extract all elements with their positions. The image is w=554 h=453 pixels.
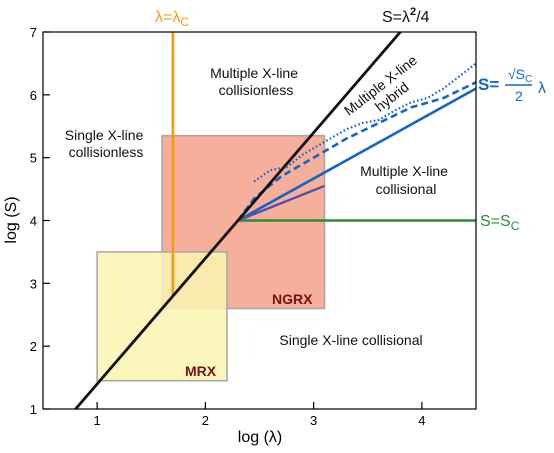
region-multiple-collisional: Multiple X-line collisional (360, 163, 452, 197)
y-tick-label: 1 (30, 402, 37, 417)
x-axis-title: log (λ) (238, 429, 282, 446)
x-tick-label: 3 (310, 413, 317, 428)
axis-ticks: 1 2 3 4 1 2 3 4 5 6 7 (30, 25, 426, 428)
y-tick-label: 5 (30, 151, 37, 166)
svg-text:S=: S= (478, 75, 499, 94)
svg-text:λ: λ (538, 80, 546, 97)
x-tick-label: 4 (418, 413, 425, 428)
y-tick-label: 7 (30, 25, 37, 40)
y-axis-title: log (S) (3, 196, 20, 243)
collisional-purple-line (237, 184, 325, 222)
y-tick-label: 4 (30, 214, 37, 229)
sweet-parker-label: S=λ2/4 (382, 6, 430, 26)
x-tick-label: 1 (94, 413, 101, 428)
x-tick-label: 2 (202, 413, 209, 428)
ngrx-label: NGRX (272, 291, 313, 307)
region-single-collisional: Single X-line collisional (279, 332, 422, 348)
collisional-blue-line (237, 87, 476, 222)
mrx-label: MRX (185, 363, 217, 379)
sc-label: S=SC (480, 213, 520, 233)
region-single-collisionless: Single X-line collisionless (65, 127, 148, 160)
svg-text:√SC: √SC (508, 66, 532, 85)
sweet-parker-line (74, 32, 403, 409)
y-tick-label: 2 (30, 339, 37, 354)
y-tick-label: 6 (30, 88, 37, 103)
svg-text:2: 2 (515, 88, 523, 104)
region-multiple-collisionless: Multiple X-line collisionless (210, 65, 302, 98)
lambda-c-label: λ=λC (155, 9, 189, 29)
y-tick-label: 3 (30, 276, 37, 291)
hybrid-dotted-curve (253, 62, 476, 183)
blue-law-label: S= √SC 2 λ (478, 66, 546, 104)
